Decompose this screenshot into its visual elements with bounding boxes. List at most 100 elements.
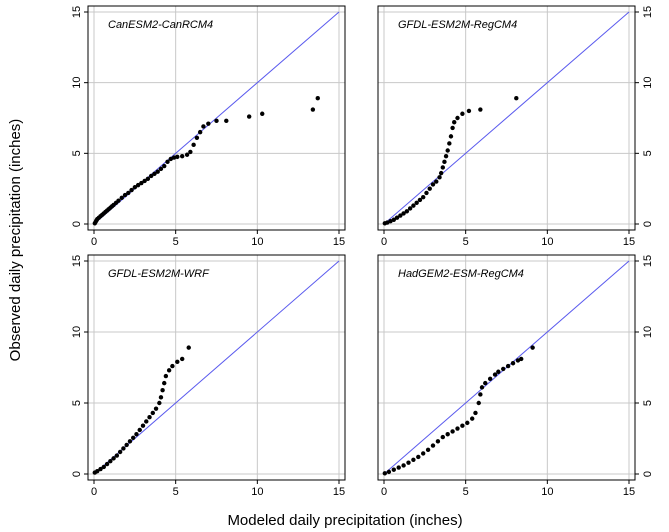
data-point — [411, 457, 416, 462]
data-point — [445, 148, 450, 153]
data-point — [466, 108, 472, 114]
x-tick-label: 0 — [91, 236, 97, 248]
data-point — [391, 217, 396, 222]
y-tick-label: 15 — [71, 6, 83, 18]
data-point — [310, 107, 316, 112]
data-point — [144, 419, 149, 424]
y-tick-label: 10 — [642, 326, 654, 338]
data-point — [421, 194, 426, 200]
data-point — [470, 416, 475, 421]
data-point — [417, 197, 423, 203]
data-point — [180, 356, 185, 362]
data-point — [180, 153, 185, 159]
data-point — [492, 372, 498, 377]
data-point — [108, 459, 113, 464]
data-point — [443, 153, 449, 159]
data-point — [455, 115, 460, 121]
data-point — [124, 442, 129, 448]
panel-title: GFDL-ESM2M-WRF — [108, 268, 210, 280]
y-tick-label: 10 — [71, 326, 83, 338]
data-point — [514, 96, 519, 101]
data-point — [150, 410, 155, 416]
data-point — [139, 180, 144, 186]
panel-title: GFDL-ESM2M-RegCM4 — [398, 19, 517, 31]
y-tick-label: 5 — [71, 150, 83, 156]
data-point — [425, 447, 431, 453]
data-point — [104, 461, 110, 467]
data-point — [165, 159, 170, 165]
x-tick-label: 10 — [541, 236, 553, 248]
data-point — [135, 182, 141, 188]
data-point — [197, 129, 203, 135]
panel-frame — [377, 5, 636, 231]
data-point — [382, 471, 388, 476]
data-point — [175, 359, 180, 365]
data-point — [157, 400, 162, 406]
data-point — [153, 406, 159, 411]
data-point — [473, 410, 478, 416]
data-point — [421, 451, 426, 456]
x-axis-label: Modeled daily precipitation (inches) — [227, 512, 462, 529]
data-point — [111, 456, 116, 461]
data-point — [121, 446, 126, 451]
x-tick-label: 5 — [463, 486, 469, 498]
data-point — [510, 361, 516, 366]
data-point — [440, 165, 445, 170]
data-point — [455, 426, 460, 431]
data-point — [398, 213, 403, 218]
x-tick-label: 15 — [623, 236, 635, 248]
data-point — [414, 200, 419, 205]
data-point — [442, 159, 447, 165]
data-point — [163, 373, 169, 379]
data-point — [401, 463, 406, 468]
data-point — [98, 466, 103, 472]
data-point — [437, 175, 442, 180]
data-point — [162, 163, 167, 169]
data-point — [214, 118, 219, 124]
data-point — [407, 206, 413, 211]
data-point — [188, 149, 193, 155]
data-point — [122, 192, 128, 198]
panel-2: 0 0 5 5 10 10 15 15 GFDL-ESM2M-RegCM4 — [377, 5, 654, 248]
panel-4: 0 0 5 5 10 10 15 15 HadGEM2-ESM-RegCM4 — [377, 254, 654, 498]
data-point — [401, 211, 406, 216]
panels-group: 0 0 5 5 10 10 15 15 CanESM2-CanRCM4 0 0 5 5 10 10 15 15 G… — [71, 5, 654, 498]
y-tick-label: 10 — [642, 77, 654, 89]
data-point — [483, 380, 488, 386]
data-point — [170, 363, 175, 369]
data-point — [116, 198, 121, 203]
data-point — [478, 392, 483, 397]
x-tick-label: 15 — [333, 236, 345, 248]
data-point — [175, 154, 180, 160]
data-point — [129, 187, 134, 193]
data-point — [445, 432, 450, 437]
data-point — [438, 170, 444, 176]
data-point — [158, 166, 164, 172]
panel-3: 0 0 5 5 10 10 15 15 GFDL-ESM2M-WRF — [71, 254, 346, 498]
data-point — [479, 385, 485, 390]
y-tick-label: 0 — [642, 221, 654, 227]
y-tick-label: 15 — [642, 255, 654, 267]
data-point — [117, 449, 123, 455]
data-point — [142, 178, 147, 184]
data-point — [194, 135, 200, 140]
y-tick-label: 5 — [71, 400, 83, 406]
panel-frame — [87, 254, 346, 481]
data-point — [476, 400, 481, 406]
x-tick-label: 5 — [463, 236, 469, 248]
x-tick-label: 15 — [623, 486, 635, 498]
data-point — [430, 182, 436, 187]
data-point — [465, 420, 470, 426]
data-point — [394, 215, 400, 220]
data-point — [137, 427, 142, 433]
y-tick-label: 0 — [642, 471, 654, 477]
data-point — [145, 176, 151, 181]
y-tick-label: 15 — [71, 255, 83, 267]
data-point — [447, 141, 452, 146]
data-point — [201, 124, 206, 129]
data-point — [127, 439, 133, 444]
y-tick-label: 0 — [71, 221, 83, 227]
x-tick-label: 10 — [541, 486, 553, 498]
data-point — [119, 195, 124, 201]
data-point — [114, 453, 120, 458]
